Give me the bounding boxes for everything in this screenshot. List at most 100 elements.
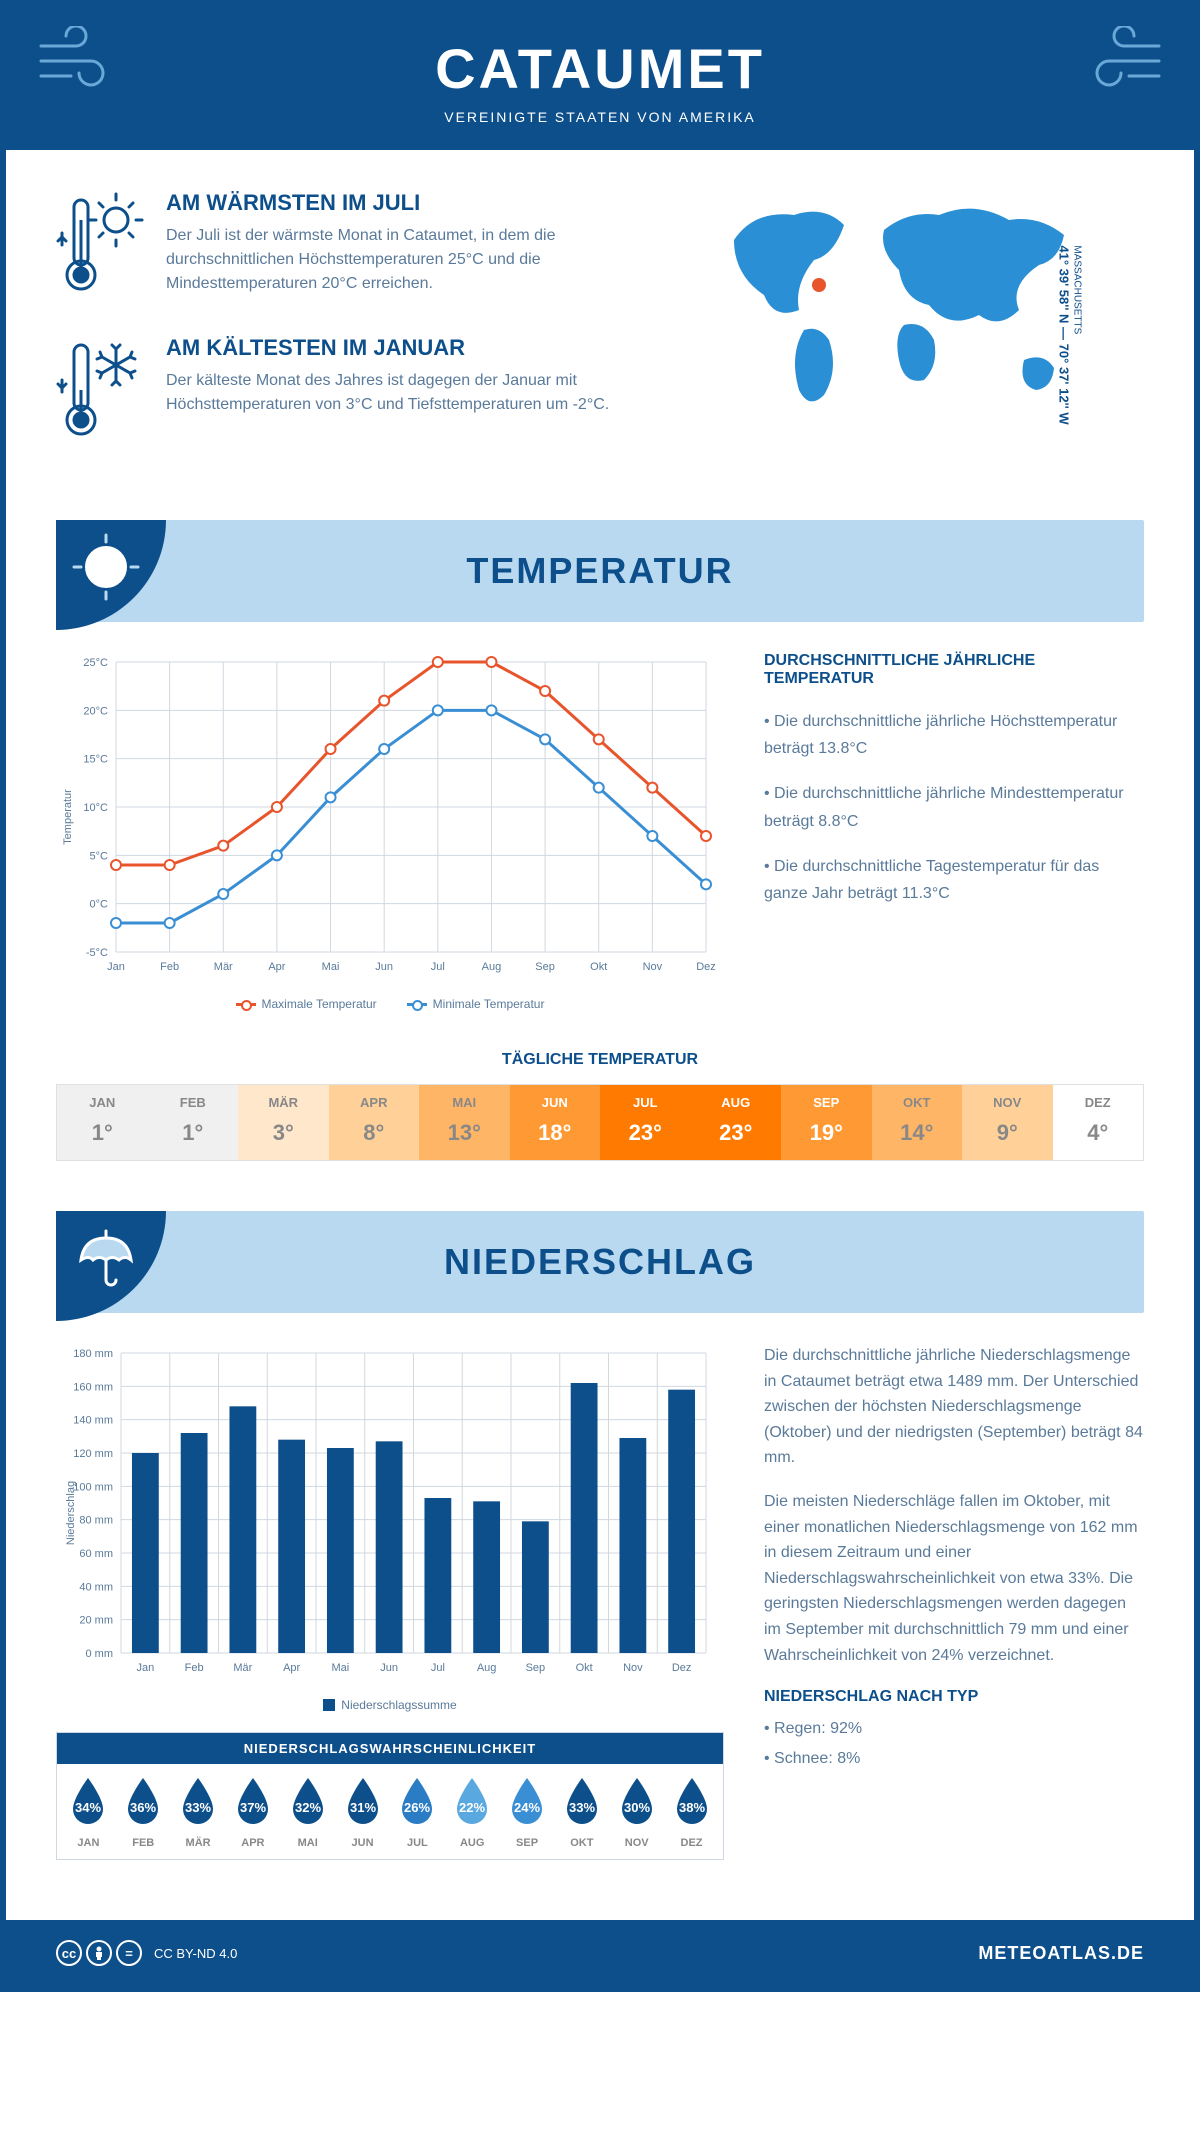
precip-info: Die durchschnittliche jährliche Niedersc…	[764, 1343, 1144, 1860]
prob-cell: 36%FEB	[117, 1776, 170, 1849]
legend-precip: Niederschlagssumme	[323, 1698, 456, 1712]
heat-cell: SEP19°	[781, 1085, 872, 1160]
heat-cell: DEZ4°	[1053, 1085, 1144, 1160]
heat-cell: MÄR3°	[238, 1085, 329, 1160]
svg-text:Niederschlag: Niederschlag	[65, 1481, 77, 1545]
prob-cell: 24%SEP	[501, 1776, 554, 1849]
coords-region: MASSACHUSETTS	[1071, 245, 1082, 424]
svg-text:Jul: Jul	[431, 1662, 445, 1674]
temp-info-b1: • Die durchschnittliche jährliche Höchst…	[764, 708, 1144, 762]
precip-heading: NIEDERSCHLAG	[76, 1241, 1124, 1283]
svg-text:33%: 33%	[569, 1800, 595, 1815]
precip-legend: Niederschlagssumme	[56, 1698, 724, 1712]
prob-cell: 31%JUN	[336, 1776, 389, 1849]
daily-temp-row: JAN1°FEB1°MÄR3°APR8°MAI13°JUN18°JUL23°AU…	[56, 1084, 1144, 1161]
nd-icon: =	[116, 1940, 142, 1966]
svg-text:60 mm: 60 mm	[79, 1548, 113, 1560]
svg-text:15°C: 15°C	[83, 754, 108, 766]
precip-section: 0 mm20 mm40 mm60 mm80 mm100 mm120 mm140 …	[56, 1343, 1144, 1860]
svg-text:20°C: 20°C	[83, 705, 108, 717]
daily-temp-title: TÄGLICHE TEMPERATUR	[56, 1051, 1144, 1069]
svg-text:30%: 30%	[624, 1800, 650, 1815]
precip-t2: • Schnee: 8%	[764, 1746, 1144, 1772]
svg-text:Apr: Apr	[283, 1662, 300, 1674]
precip-bar-chart: 0 mm20 mm40 mm60 mm80 mm100 mm120 mm140 …	[56, 1343, 716, 1683]
svg-text:22%: 22%	[459, 1800, 485, 1815]
umbrella-banner-icon	[56, 1211, 166, 1321]
prob-row: 34%JAN36%FEB33%MÄR37%APR32%MAI31%JUN26%J…	[57, 1764, 723, 1859]
legend-max: .legend-swatch[style*="e8542c"]::after{b…	[236, 997, 377, 1011]
prob-cell: 32%MAI	[281, 1776, 334, 1849]
svg-text:140 mm: 140 mm	[73, 1415, 113, 1427]
page-title: CATAUMET	[26, 36, 1174, 101]
svg-text:0 mm: 0 mm	[86, 1648, 114, 1660]
svg-text:Dez: Dez	[696, 961, 716, 973]
svg-text:80 mm: 80 mm	[79, 1515, 113, 1527]
content: AM WÄRMSTEN IM JULI Der Juli ist der wär…	[6, 150, 1194, 1920]
cc-icons: cc =	[56, 1940, 142, 1966]
svg-text:36%: 36%	[130, 1800, 156, 1815]
cc-icon: cc	[56, 1940, 82, 1966]
precip-t1: • Regen: 92%	[764, 1716, 1144, 1742]
heat-cell: NOV9°	[962, 1085, 1053, 1160]
thermometer-sun-icon	[56, 190, 146, 305]
svg-text:32%: 32%	[295, 1800, 321, 1815]
fact-warmest-text: AM WÄRMSTEN IM JULI Der Juli ist der wär…	[166, 190, 664, 305]
svg-text:33%: 33%	[185, 1800, 211, 1815]
svg-text:20 mm: 20 mm	[79, 1615, 113, 1627]
precip-type-heading: NIEDERSCHLAG NACH TYP	[764, 1688, 1144, 1706]
svg-text:Apr: Apr	[268, 961, 285, 973]
svg-text:180 mm: 180 mm	[73, 1348, 113, 1360]
world-map-icon	[704, 190, 1104, 430]
svg-text:Dez: Dez	[672, 1662, 692, 1674]
wind-icon-right	[1074, 26, 1164, 101]
precip-chart-col: 0 mm20 mm40 mm60 mm80 mm100 mm120 mm140 …	[56, 1343, 724, 1860]
svg-text:37%: 37%	[240, 1800, 266, 1815]
svg-text:31%: 31%	[350, 1800, 376, 1815]
svg-text:38%: 38%	[679, 1800, 705, 1815]
prob-title: NIEDERSCHLAGSWAHRSCHEINLICHKEIT	[57, 1733, 723, 1764]
prob-box: NIEDERSCHLAGSWAHRSCHEINLICHKEIT 34%JAN36…	[56, 1732, 724, 1860]
heat-cell: OKT14°	[872, 1085, 963, 1160]
sun-banner-icon	[56, 520, 166, 630]
svg-text:Sep: Sep	[535, 961, 555, 973]
fact-warmest-title: AM WÄRMSTEN IM JULI	[166, 190, 664, 216]
svg-text:Jan: Jan	[137, 1662, 155, 1674]
precip-p1: Die durchschnittliche jährliche Niedersc…	[764, 1343, 1144, 1471]
svg-text:10°C: 10°C	[83, 802, 108, 814]
footer: cc = CC BY-ND 4.0 METEOATLAS.DE	[6, 1920, 1194, 1986]
svg-text:Okt: Okt	[576, 1662, 593, 1674]
world-map-box: MASSACHUSETTS 41° 39' 58'' N — 70° 37' 1…	[704, 190, 1144, 480]
svg-text:Jun: Jun	[380, 1662, 398, 1674]
svg-text:Feb: Feb	[160, 961, 179, 973]
footer-license: cc = CC BY-ND 4.0	[56, 1940, 237, 1966]
footer-brand: METEOATLAS.DE	[978, 1943, 1144, 1964]
svg-text:Aug: Aug	[477, 1662, 497, 1674]
prob-cell: 26%JUL	[391, 1776, 444, 1849]
temp-heading: TEMPERATUR	[76, 550, 1124, 592]
svg-text:Mai: Mai	[332, 1662, 350, 1674]
temp-section: -5°C0°C5°C10°C15°C20°C25°CJanFebMärAprMa…	[56, 652, 1144, 1011]
temp-info: DURCHSCHNITTLICHE JÄHRLICHE TEMPERATUR •…	[764, 652, 1144, 1011]
svg-text:Jan: Jan	[107, 961, 125, 973]
prob-cell: 30%NOV	[610, 1776, 663, 1849]
svg-text:24%: 24%	[514, 1800, 540, 1815]
wind-icon-left	[36, 26, 126, 101]
temp-banner: TEMPERATUR	[56, 520, 1144, 622]
by-icon	[86, 1940, 112, 1966]
intro-row: AM WÄRMSTEN IM JULI Der Juli ist der wär…	[56, 190, 1144, 480]
svg-text:Nov: Nov	[643, 961, 663, 973]
heat-cell: FEB1°	[148, 1085, 239, 1160]
svg-text:Mär: Mär	[214, 961, 233, 973]
svg-text:26%: 26%	[404, 1800, 430, 1815]
license-text: CC BY-ND 4.0	[154, 1946, 237, 1961]
svg-text:5°C: 5°C	[90, 850, 109, 862]
prob-cell: 22%AUG	[446, 1776, 499, 1849]
temp-line-chart: -5°C0°C5°C10°C15°C20°C25°CJanFebMärAprMa…	[56, 652, 716, 982]
svg-text:Feb: Feb	[185, 1662, 204, 1674]
fact-warmest: AM WÄRMSTEN IM JULI Der Juli ist der wär…	[56, 190, 664, 305]
fact-coldest-title: AM KÄLTESTEN IM JANUAR	[166, 335, 664, 361]
heat-cell: MAI13°	[419, 1085, 510, 1160]
intro-facts: AM WÄRMSTEN IM JULI Der Juli ist der wär…	[56, 190, 664, 480]
svg-text:25°C: 25°C	[83, 657, 108, 669]
